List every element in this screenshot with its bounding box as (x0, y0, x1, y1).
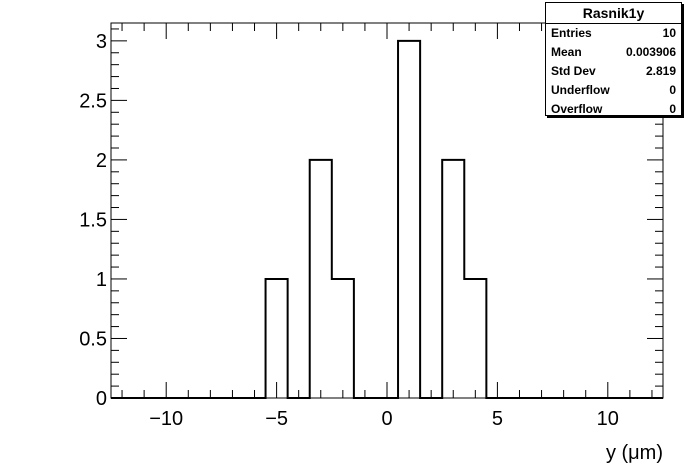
x-tick-labels: −10 −5 0 5 10 (149, 408, 619, 430)
x-tick-label: 5 (492, 408, 503, 430)
histogram-bin (398, 41, 420, 398)
stats-row-underflow: Underflow 0 (546, 81, 681, 100)
histogram-bin (464, 279, 486, 398)
y-tick-labels: 0 0.5 1 1.5 2 2.5 3 (79, 31, 107, 410)
stats-value: 0.003906 (625, 45, 676, 59)
stats-box: Rasnik1y Entries 10 Mean 0.003906 Std De… (545, 2, 682, 116)
stats-value: 10 (662, 26, 676, 40)
stats-value: 0 (669, 83, 676, 97)
stats-label: Overflow (551, 102, 603, 116)
stats-label: Underflow (551, 83, 610, 97)
stats-row-overflow: Overflow 0 (546, 100, 681, 119)
y-tick-label: 1 (96, 269, 107, 291)
stats-row-std-dev: Std Dev 2.819 (546, 62, 681, 81)
stats-label: Mean (551, 45, 582, 59)
y-tick-label: 2.5 (79, 90, 107, 112)
histogram-bin (310, 160, 332, 398)
y-tick-label: 2 (96, 150, 107, 172)
y-tick-label: 1.5 (79, 209, 107, 231)
x-tick-label: −5 (265, 408, 288, 430)
x-tick-label: −10 (149, 408, 183, 430)
y-tick-label: 0.5 (79, 328, 107, 350)
stats-row-entries: Entries 10 (546, 24, 681, 43)
stats-label: Std Dev (551, 64, 596, 78)
x-axis-title: y (μm) (606, 442, 663, 464)
histogram-outline (111, 39, 663, 399)
x-tick-label: 10 (597, 408, 619, 430)
y-tick-label: 3 (96, 31, 107, 53)
stats-title: Rasnik1y (546, 3, 681, 24)
stats-value: 0 (669, 102, 676, 116)
stats-row-mean: Mean 0.003906 (546, 43, 681, 62)
histogram-bin (332, 279, 354, 398)
histogram-bins (266, 41, 487, 398)
x-tick-label: 0 (381, 408, 392, 430)
histogram-bin (266, 279, 288, 398)
y-tick-label: 0 (96, 388, 107, 410)
stats-label: Entries (551, 26, 592, 40)
histogram-bin (442, 160, 464, 398)
stats-value: 2.819 (645, 64, 676, 78)
